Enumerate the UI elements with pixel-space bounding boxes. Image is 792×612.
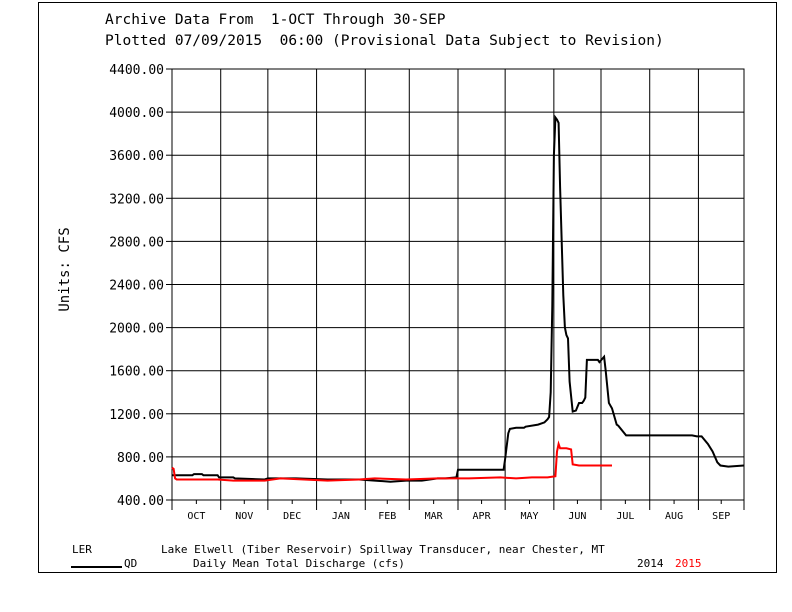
y-tick-label: 4000.00 — [109, 106, 164, 121]
legend-year-2014: 2014 — [637, 557, 664, 570]
legend-year-2015: 2015 — [675, 557, 702, 570]
y-tick-label: 4400.00 — [109, 63, 164, 78]
y-tick-label: 2400.00 — [109, 279, 164, 294]
legend-line-swatch — [71, 566, 122, 568]
y-tick-label: 1200.00 — [109, 408, 164, 423]
x-month-label: SEP — [712, 511, 730, 522]
x-month-label: OCT — [187, 511, 205, 522]
x-month-label: FEB — [378, 511, 396, 522]
y-axis-tick-labels: 400.00 800.00 1200.00 1600.00 2000.00 2400.00… — [109, 63, 164, 509]
x-month-label: JAN — [332, 511, 350, 522]
x-month-label: AUG — [665, 511, 683, 522]
x-month-label: JUN — [568, 511, 586, 522]
y-tick-label: 1600.00 — [109, 365, 164, 380]
y-tick-label: 3200.00 — [109, 192, 164, 207]
parameter-name: Daily Mean Total Discharge (cfs) — [193, 557, 405, 570]
series-line-2015 — [171, 440, 612, 482]
x-month-label: NOV — [235, 511, 253, 522]
y-axis-label: Units: CFS — [57, 227, 73, 311]
y-tick-label: 2800.00 — [109, 235, 164, 250]
x-month-label: MAY — [520, 511, 538, 522]
station-name: Lake Elwell (Tiber Reservoir) Spillway T… — [161, 543, 605, 556]
y-tick-label: 2000.00 — [109, 322, 164, 337]
chart-frame — [38, 2, 777, 573]
data-series — [171, 114, 745, 483]
parameter-code: QD — [124, 557, 138, 570]
header-archive-range: Archive Data From 1-OCT Through 30-SEP — [105, 12, 446, 28]
x-month-label: DEC — [283, 511, 301, 522]
x-month-label: APR — [473, 511, 492, 522]
station-code: LER — [72, 543, 92, 556]
x-month-label: MAR — [425, 511, 444, 522]
grid-lines — [166, 68, 745, 510]
x-axis-month-labels: OCT NOV DEC JAN FEB MAR APR MAY JUN JUL AUG SEP — [187, 511, 730, 522]
x-month-label: JUL — [616, 511, 634, 522]
header-plotted-note: Plotted 07/09/2015 06:00 (Provisional Da… — [105, 33, 664, 49]
y-tick-label: 800.00 — [117, 451, 164, 466]
y-tick-label: 400.00 — [117, 494, 164, 509]
y-tick-label: 3600.00 — [109, 149, 164, 164]
